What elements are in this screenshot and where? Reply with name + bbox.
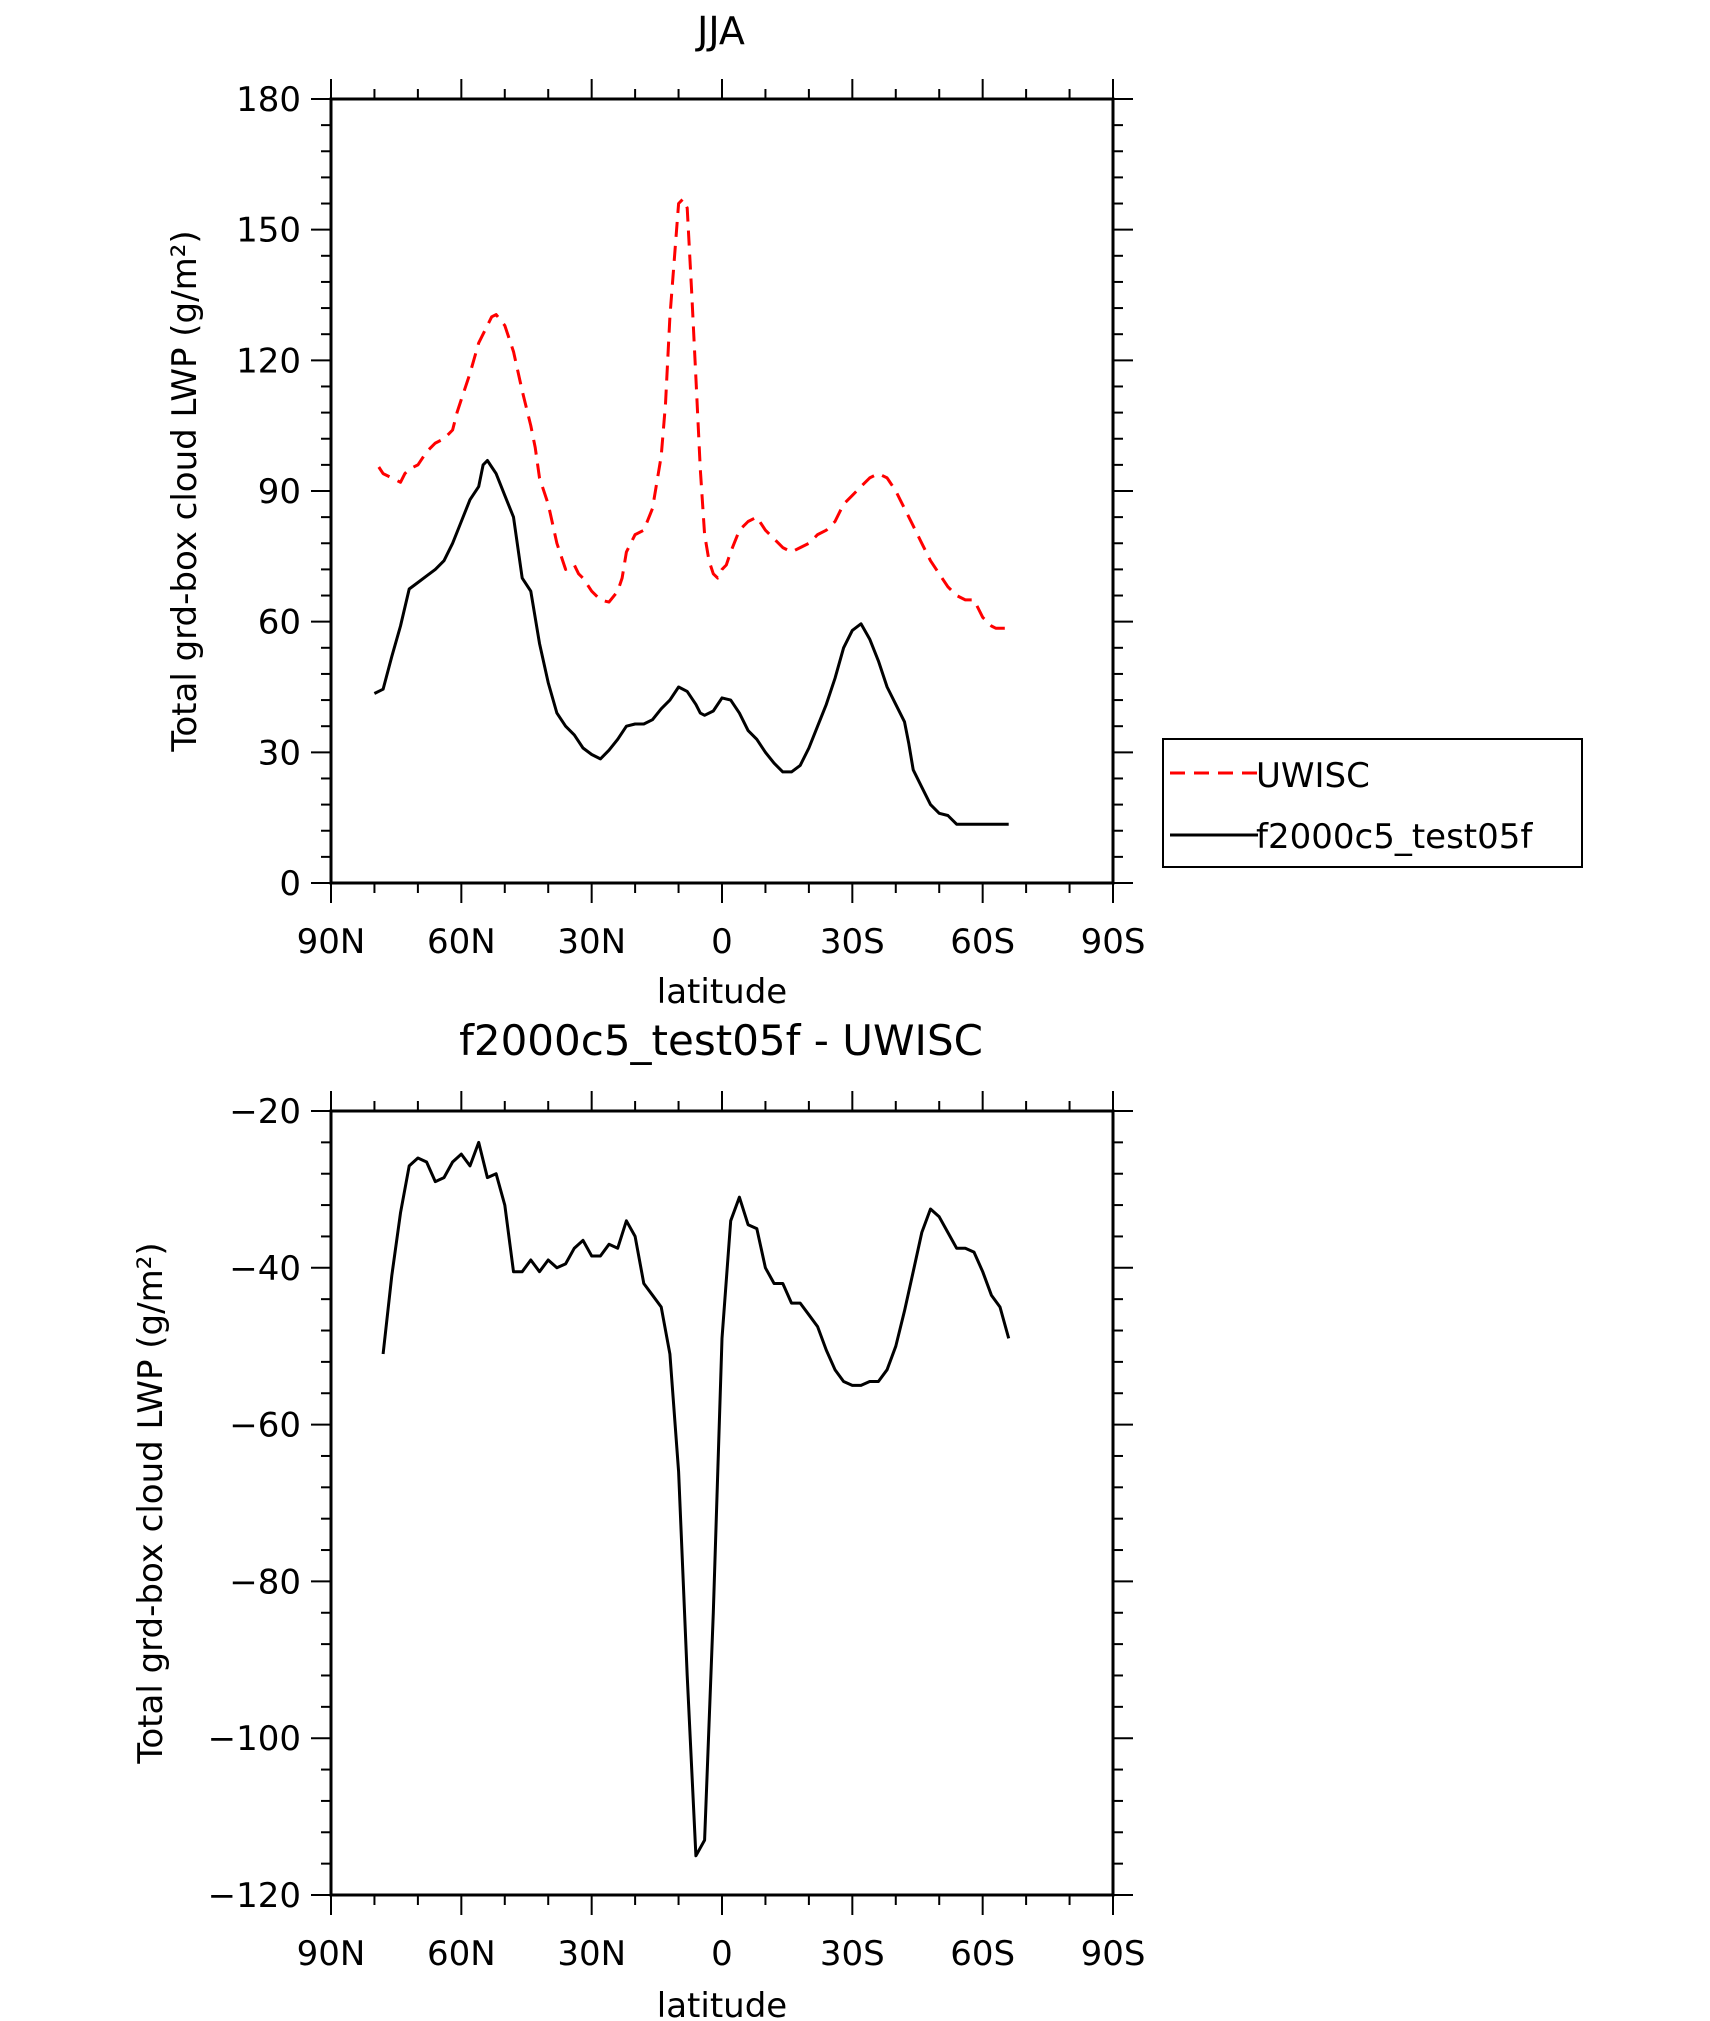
top-series-group: [373, 197, 1014, 826]
bottom-x-tick-label: 60N: [427, 1934, 496, 1974]
bottom-x-tick-label: 90S: [1081, 1934, 1146, 1974]
bottom-x-tick-label: 30S: [820, 1934, 885, 1974]
top-series-line-0: [377, 197, 1014, 630]
top-x-axis: 90N 60N 30N 0 30S 60S 90S: [297, 79, 1146, 962]
top-x-tick-label: 0: [711, 922, 733, 962]
top-x-tick-label: 90S: [1081, 922, 1146, 962]
legend: UWISC f2000c5_test05f: [1162, 738, 1583, 868]
bottom-plot-frame: [329, 1109, 1115, 1897]
top-y-tick-label: 180: [236, 80, 301, 120]
top-x-axis-label: latitude: [657, 972, 787, 1012]
top-plot-frame: [329, 97, 1115, 885]
top-x-tick-label: 60S: [950, 922, 1015, 962]
top-y-tick-label: 150: [236, 211, 301, 251]
bottom-x-tick-label: 90N: [297, 1934, 366, 1974]
top-y-tick-label: 120: [236, 341, 301, 381]
top-x-tick-label: 90N: [297, 922, 366, 962]
bottom-y-tick-label: −20: [229, 1092, 301, 1132]
bottom-chart-title: f2000c5_test05f - UWISC: [459, 1016, 983, 1065]
bottom-x-tick-label: 60S: [950, 1934, 1015, 1974]
bottom-y-tick-label: −40: [229, 1249, 301, 1289]
legend-box: [1162, 738, 1583, 868]
bottom-x-tick-label: 0: [711, 1934, 733, 1974]
top-chart-title: JJA: [695, 9, 745, 53]
top-y-axis: 0 30 60 90 120 150 180: [236, 80, 1133, 904]
bottom-x-tick-label: 30N: [557, 1934, 626, 1974]
top-x-tick-label: 30S: [820, 922, 885, 962]
top-y-tick-label: 60: [258, 603, 301, 643]
bottom-y-axis-label: Total grd-box cloud LWP (g/m²): [131, 1242, 171, 1764]
bottom-y-axis: −120 −100 −80 −60 −40 −20: [208, 1092, 1133, 1916]
bottom-y-tick-label: −120: [208, 1876, 301, 1916]
bottom-chart: f2000c5_test05f - UWISC −120 −100 −80 −60 −4…: [131, 1016, 1145, 2021]
bottom-x-axis: 90N 60N 30N 0 30S 60S 90S: [297, 1091, 1146, 1974]
top-y-tick-label: 30: [258, 733, 301, 773]
legend-label-uwisc: UWISC: [1256, 756, 1370, 796]
top-x-tick-label: 60N: [427, 922, 496, 962]
bottom-y-tick-label: −80: [229, 1562, 301, 1602]
top-y-tick-label: 0: [279, 864, 301, 904]
top-y-axis-label: Total grd-box cloud LWP (g/m²): [165, 230, 205, 752]
top-x-tick-label: 30N: [557, 922, 626, 962]
bottom-x-axis-label: latitude: [657, 1986, 787, 2021]
bottom-y-tick-label: −100: [208, 1719, 301, 1759]
bottom-series-group: [381, 1140, 1011, 1858]
legend-label-f2000c5-test05f: f2000c5_test05f: [1256, 817, 1533, 857]
bottom-y-tick-label: −60: [229, 1406, 301, 1446]
bottom-series-line-0: [381, 1140, 1011, 1858]
top-chart: JJA 0 30 60 90 120 150 180 90N 60N 30N 0 30S 60S 90S…: [165, 9, 1583, 1012]
top-y-tick-label: 90: [258, 472, 301, 512]
top-series-line-1: [373, 459, 1009, 826]
